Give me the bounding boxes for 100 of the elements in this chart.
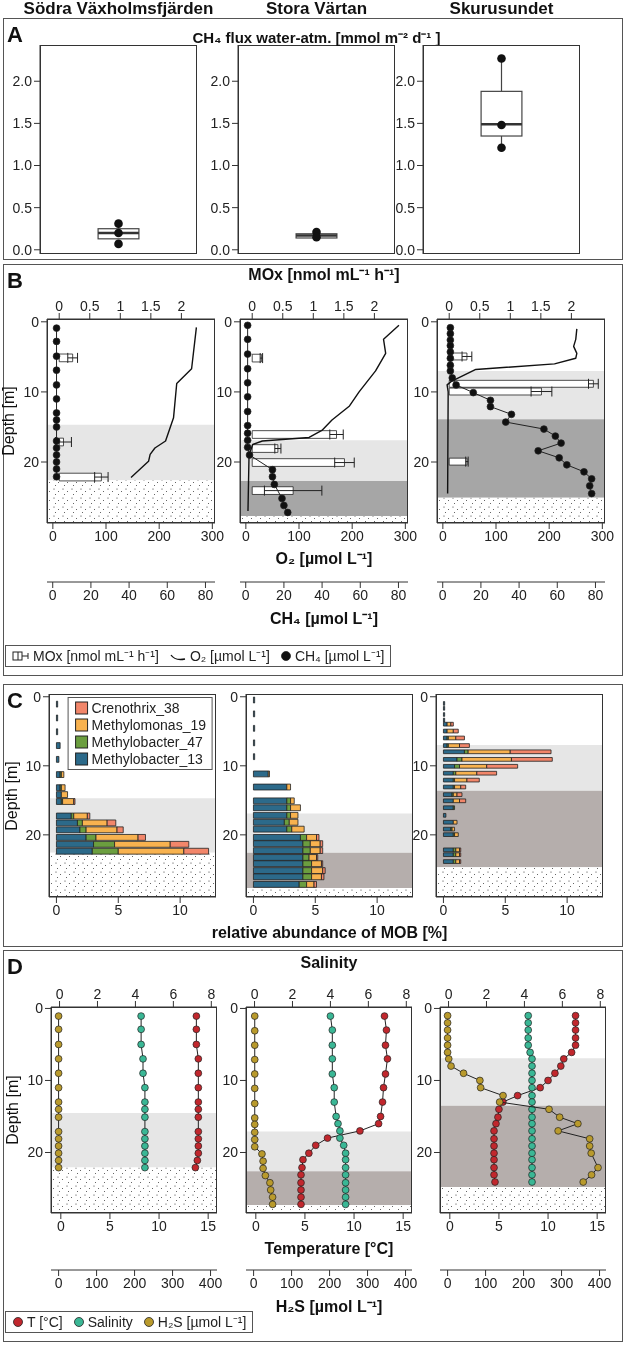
x2-tick-label: 4 [520, 986, 529, 1002]
y-tick-label: 20 [416, 1144, 433, 1161]
x-tick-label: 40 [314, 586, 331, 603]
text: A [7, 22, 23, 48]
x-tick-label: 200 [122, 1274, 147, 1291]
y-tick-label: 0.0 [210, 241, 231, 258]
x-tick-label: 20 [83, 586, 99, 603]
text: D [7, 954, 23, 980]
y-tick-label: 0.5 [12, 199, 33, 216]
text: H₂S [µmol L⁻¹] [157, 1314, 247, 1330]
y-tick-label: 20 [412, 826, 429, 843]
x2-tick-label: 0 [444, 986, 453, 1002]
x-tick-label: 10 [346, 1217, 363, 1234]
x-tick-label: 200 [340, 527, 365, 544]
x-tick-label: 60 [159, 586, 176, 603]
y-tick-label: 0 [421, 313, 430, 330]
x2-tick-label: 4 [131, 986, 140, 1002]
legend-label: MOx [nmol mL⁻¹ h⁻¹] [33, 648, 159, 664]
x-tick-label: 60 [352, 586, 369, 603]
x-tick-label: 300 [549, 1274, 574, 1291]
legend-label: Crenothrix_38 [91, 700, 180, 716]
legend-label: T [°C] [27, 1314, 63, 1330]
y-tick-label: 10 [416, 1072, 433, 1089]
x-tick-label: 300 [590, 527, 615, 544]
y-tick-label: 1.5 [12, 115, 33, 132]
text: B [7, 268, 23, 294]
y-tick-label: 0 [35, 1000, 44, 1017]
x-tick-label: 300 [355, 1274, 380, 1291]
x-tick-label: 10 [172, 901, 189, 918]
x-tick-label: 100 [473, 1274, 498, 1291]
x-tick-label: 0 [241, 586, 250, 603]
y-tick-label: 20 [25, 826, 42, 843]
y-tick-label: 1.0 [12, 157, 33, 174]
y-tick-label: 0 [420, 688, 429, 705]
x-tick-label: 200 [317, 1274, 342, 1291]
x-tick-label: 0 [48, 586, 57, 603]
legend-label: Methylomonas_19 [91, 717, 206, 733]
x2-axis-title: MOx [nmol mL⁻¹ h⁻¹] [247, 266, 401, 284]
y-tick-label: 1.0 [210, 157, 231, 174]
x-tick-label: 0 [241, 527, 250, 544]
y-tick-label: 1.0 [395, 157, 416, 174]
x2-tick-label: 1.5 [531, 298, 551, 314]
x-tick-label: 300 [393, 527, 418, 544]
x-axis-title: Temperature [°C] [263, 1240, 395, 1258]
y-tick-label: 1.5 [395, 115, 416, 132]
x-tick-label: 10 [540, 1217, 557, 1234]
text: CH₄ [µmol L⁻¹] [294, 648, 385, 664]
x-tick-label: 20 [473, 586, 489, 603]
y-tick-label: 0 [31, 313, 40, 330]
x2-tick-label: 0 [445, 298, 454, 314]
x-tick-label: 400 [393, 1274, 418, 1291]
y-tick-label: 0 [33, 688, 42, 705]
x-tick-label: 10 [559, 901, 576, 918]
y-tick-label: 10 [27, 1072, 44, 1089]
x-tick-label: 0 [249, 1274, 258, 1291]
x-axis-title: H₂S [µmol L⁻¹] [275, 1298, 383, 1315]
legend-label: Salinity [87, 1314, 133, 1330]
y-tick-label: 0.0 [395, 241, 416, 258]
x-tick-label: 100 [279, 1274, 304, 1291]
x-tick-label: 0 [438, 586, 447, 603]
x-tick-label: Stora Värtan [265, 0, 368, 18]
x-tick-label: Södra Växholmsfjärden [23, 0, 214, 18]
x2-tick-label: 0 [248, 298, 257, 314]
x2-tick-label: 0 [250, 986, 259, 1002]
y-tick-label: 0 [224, 313, 233, 330]
x2-tick-label: 6 [364, 986, 373, 1002]
x-tick-label: 10 [369, 901, 386, 918]
x-tick-label: 0 [48, 527, 57, 544]
x-tick-label: 0 [54, 1274, 63, 1291]
x-tick-label: 100 [484, 527, 508, 544]
y-tick-label: 10 [23, 383, 40, 400]
x2-tick-label: 0.5 [470, 298, 490, 314]
x2-tick-label: 8 [207, 986, 216, 1002]
x-tick-label: 60 [549, 586, 566, 603]
y-tick-label: 2.0 [12, 73, 33, 90]
y-tick-label: 10 [222, 757, 239, 774]
y-tick-label: 0.0 [12, 241, 33, 258]
x-tick-label: 5 [106, 1217, 115, 1234]
x-tick-label: Skurusundet [449, 0, 554, 18]
y-tick-label: 20 [222, 826, 239, 843]
x2-tick-label: 1 [506, 298, 515, 314]
x2-tick-label: 8 [596, 986, 605, 1002]
x-tick-label: 80 [197, 586, 214, 603]
x2-tick-label: 2 [370, 298, 379, 314]
y-tick-label: 0 [230, 688, 239, 705]
y-tick-label: 2.0 [395, 73, 416, 90]
x2-tick-label: 1 [309, 298, 318, 314]
x2-tick-label: 2 [482, 986, 491, 1002]
legend-label: Methylobacter_47 [91, 734, 203, 750]
y-tick-label: 20 [413, 453, 430, 470]
x2-tick-label: 2 [177, 298, 186, 314]
x-tick-label: 5 [114, 901, 123, 918]
x2-tick-label: 8 [402, 986, 411, 1002]
x2-axis-title: Salinity [299, 954, 359, 972]
y-tick-label: 0 [230, 1000, 239, 1017]
text: C [7, 688, 23, 714]
x-tick-label: 80 [390, 586, 407, 603]
x-tick-label: 0 [443, 1274, 452, 1291]
x2-tick-label: 2 [288, 986, 297, 1002]
y-tick-label: 10 [216, 383, 233, 400]
